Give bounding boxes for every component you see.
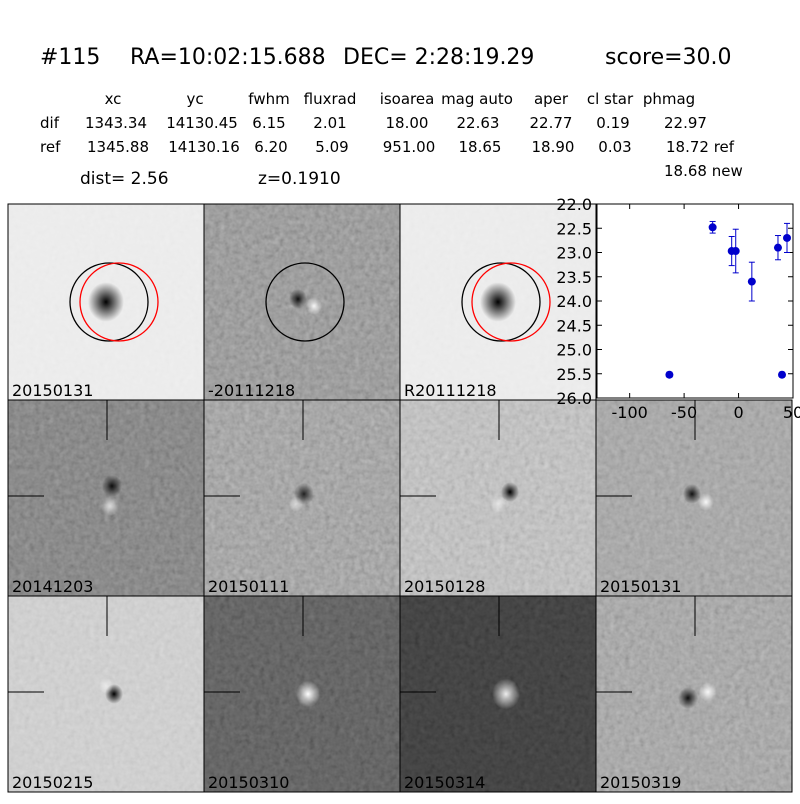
table-cell: 22.97: [664, 114, 707, 132]
source-blob: [501, 482, 519, 502]
stamp-label: 20150131: [12, 381, 93, 400]
column-header: fluxrad: [304, 90, 357, 108]
dec: DEC= 2:28:19.29: [343, 45, 534, 70]
column-header: phmag: [643, 90, 695, 108]
x-tick-label: -50: [671, 403, 697, 422]
plot-area: [596, 203, 794, 399]
source-blob: [88, 282, 124, 322]
stamp-label: 20141203: [12, 577, 93, 596]
source-blob: [492, 678, 520, 710]
data-point: [731, 247, 740, 256]
data-point: [778, 370, 787, 379]
aperture-circle: [69, 262, 149, 342]
source-blob: [102, 475, 122, 497]
aperture-circle: [461, 262, 541, 342]
y-tick-label: 25.0: [556, 341, 592, 360]
y-tick-label: 26.0: [556, 389, 592, 408]
source-blob: [296, 680, 320, 708]
table-cell: dif: [40, 114, 60, 132]
score: score=30.0: [605, 45, 732, 70]
table-cell: 6.15: [252, 114, 285, 132]
table-cell: 18.00: [386, 114, 429, 132]
table-cell: 0.19: [596, 114, 629, 132]
stamp-label: 20150111: [208, 577, 289, 596]
table-cell: 1343.34: [85, 114, 147, 132]
data-point: [747, 277, 756, 286]
stamp-label: R20111218: [404, 381, 497, 400]
table-cell: 22.63: [457, 114, 500, 132]
table-cell: 14130.45: [166, 114, 238, 132]
aperture-circle: [471, 262, 551, 342]
source-blob: [289, 496, 303, 512]
x-tick-label: -100: [612, 403, 648, 422]
column-header: fwhm: [248, 90, 289, 108]
table-cell: 5.09: [315, 138, 348, 156]
source-blob: [699, 682, 717, 702]
table-cell: 22.77: [530, 114, 573, 132]
y-tick-label: 25.5: [556, 365, 592, 384]
stamp-label: 20150314: [404, 773, 485, 792]
y-tick-label: 23.5: [556, 268, 592, 287]
table-cell: 0.03: [598, 138, 631, 156]
table-cell: 6.20: [254, 138, 287, 156]
data-point: [773, 243, 782, 252]
stamp-label: 20150319: [600, 773, 681, 792]
column-header: aper: [534, 90, 569, 108]
table-cell: 18.90: [532, 138, 575, 156]
stamp-label: -20111218: [208, 381, 295, 400]
y-tick-label: 22.0: [556, 195, 592, 214]
aperture-circle: [265, 262, 345, 342]
table-cell: 1345.88: [87, 138, 149, 156]
dist: dist= 2.56: [80, 169, 169, 189]
table-cell: ref: [40, 138, 61, 156]
column-header: xc: [105, 90, 122, 108]
column-header: cl star: [587, 90, 634, 108]
y-tick-label: 22.5: [556, 219, 592, 238]
source-blob: [678, 687, 698, 709]
stamp-frame: [595, 595, 793, 793]
y-tick-label: 24.0: [556, 292, 592, 311]
aperture-circle: [79, 262, 159, 342]
table-cell: 14130.16: [168, 138, 240, 156]
source-blob: [289, 289, 307, 309]
table-cell: 18.65: [459, 138, 502, 156]
data-point: [783, 233, 792, 242]
source-blob: [101, 496, 119, 516]
x-tick-label: 50: [783, 403, 800, 422]
y-tick-label: 23.0: [556, 244, 592, 263]
source-blob: [99, 678, 113, 694]
redshift: z=0.1910: [258, 169, 341, 189]
source-blob: [698, 493, 714, 511]
column-header: isoarea: [380, 90, 435, 108]
source-blob: [306, 297, 322, 315]
stamp-label: 20150131: [600, 577, 681, 596]
column-header: mag auto: [441, 90, 513, 108]
table-cell: 951.00: [383, 138, 436, 156]
stamp-label: 20150128: [404, 577, 485, 596]
column-header: yc: [186, 90, 203, 108]
x-tick-label: 0: [733, 403, 743, 422]
y-tick-label: 24.5: [556, 316, 592, 335]
source-blob: [490, 495, 506, 513]
stamp-label: 20150215: [12, 773, 93, 792]
candidate-id: #115: [40, 45, 100, 70]
source-blob: [683, 484, 701, 504]
new-mag: 18.68 new: [664, 162, 743, 180]
data-point: [665, 370, 674, 379]
source-blob: [480, 282, 516, 322]
ra: RA=10:02:15.688: [130, 45, 326, 70]
data-point: [708, 223, 717, 232]
stamp-label: 20150310: [208, 773, 289, 792]
table-cell: 18.72 ref: [666, 138, 735, 156]
table-cell: 2.01: [313, 114, 346, 132]
